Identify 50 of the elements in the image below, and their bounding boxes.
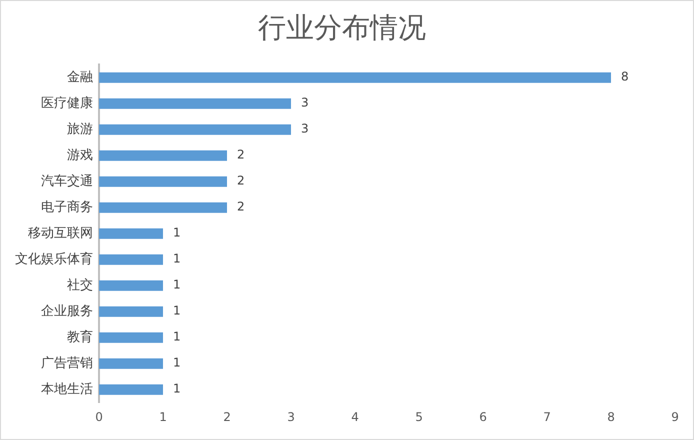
chart-title: 行业分布情况 xyxy=(258,11,426,44)
x-tick-label: 4 xyxy=(351,410,359,424)
data-label: 3 xyxy=(301,122,309,136)
x-tick-label: 9 xyxy=(671,410,679,424)
bar xyxy=(99,358,163,369)
bar xyxy=(99,306,163,317)
x-tick-label: 3 xyxy=(287,410,295,424)
data-label: 2 xyxy=(237,200,245,214)
data-label: 1 xyxy=(173,382,181,396)
y-tick-label: 广告营销 xyxy=(41,356,93,371)
bar xyxy=(99,72,611,83)
bar xyxy=(99,98,291,109)
bar xyxy=(99,384,163,395)
data-label: 2 xyxy=(237,148,245,162)
x-tick-label: 1 xyxy=(159,410,167,424)
bar xyxy=(99,176,227,187)
data-label: 1 xyxy=(173,356,181,370)
bar xyxy=(99,150,227,161)
x-tick-label: 6 xyxy=(479,410,487,424)
x-tick-label: 2 xyxy=(223,410,231,424)
bar xyxy=(99,202,227,213)
x-tick-label: 8 xyxy=(607,410,615,424)
x-tick-label: 0 xyxy=(95,410,103,424)
y-tick-label: 移动互联网 xyxy=(28,226,93,241)
data-label: 8 xyxy=(621,70,629,84)
data-label: 1 xyxy=(173,278,181,292)
x-tick-label: 7 xyxy=(543,410,551,424)
data-label: 3 xyxy=(301,96,309,110)
y-tick-label: 金融 xyxy=(67,70,93,85)
data-label: 1 xyxy=(173,226,181,240)
bar xyxy=(99,280,163,291)
bar xyxy=(99,332,163,343)
bar xyxy=(99,124,291,135)
bar xyxy=(99,254,163,265)
bar xyxy=(99,228,163,239)
x-tick-label: 5 xyxy=(415,410,423,424)
y-tick-label: 游戏 xyxy=(67,148,93,163)
y-tick-label: 教育 xyxy=(67,328,93,345)
y-tick-label: 旅游 xyxy=(67,122,93,137)
data-label: 1 xyxy=(173,252,181,266)
y-tick-label: 电子商务 xyxy=(41,200,93,215)
y-tick-label: 本地生活 xyxy=(41,382,93,397)
data-label: 1 xyxy=(173,330,181,344)
data-label: 1 xyxy=(173,304,181,318)
y-tick-label: 企业服务 xyxy=(41,304,93,319)
y-tick-label: 文化娱乐体育 xyxy=(15,250,93,267)
y-tick-label: 社交 xyxy=(67,276,93,293)
y-tick-label: 汽车交通 xyxy=(41,172,93,189)
y-tick-label: 医疗健康 xyxy=(41,96,93,111)
data-label: 2 xyxy=(237,174,245,188)
